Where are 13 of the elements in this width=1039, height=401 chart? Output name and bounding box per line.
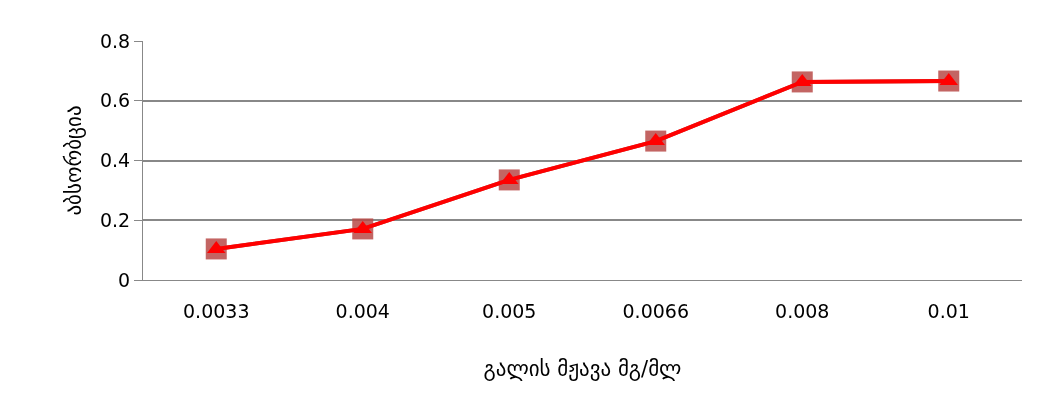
y-tick-label: 0.4	[99, 149, 131, 172]
y-tick-label: 0	[118, 268, 131, 291]
x-tick-label: 0.01	[927, 299, 970, 322]
x-tick-label: 0.0033	[183, 299, 250, 322]
x-tick-label: 0.008	[775, 299, 830, 322]
y-tick-label: 0.2	[99, 208, 131, 231]
x-axis-title: გალის მჟავა მგ/მლ	[483, 357, 682, 381]
x-tick-label: 0.004	[335, 299, 390, 322]
y-tick-label: 0.8	[99, 29, 131, 52]
y-axis-title: აბსორბცია	[62, 105, 87, 216]
x-tick-label: 0.005	[482, 299, 537, 322]
y-tick-label: 0.6	[99, 89, 131, 112]
x-tick-label: 0.0066	[622, 299, 689, 322]
